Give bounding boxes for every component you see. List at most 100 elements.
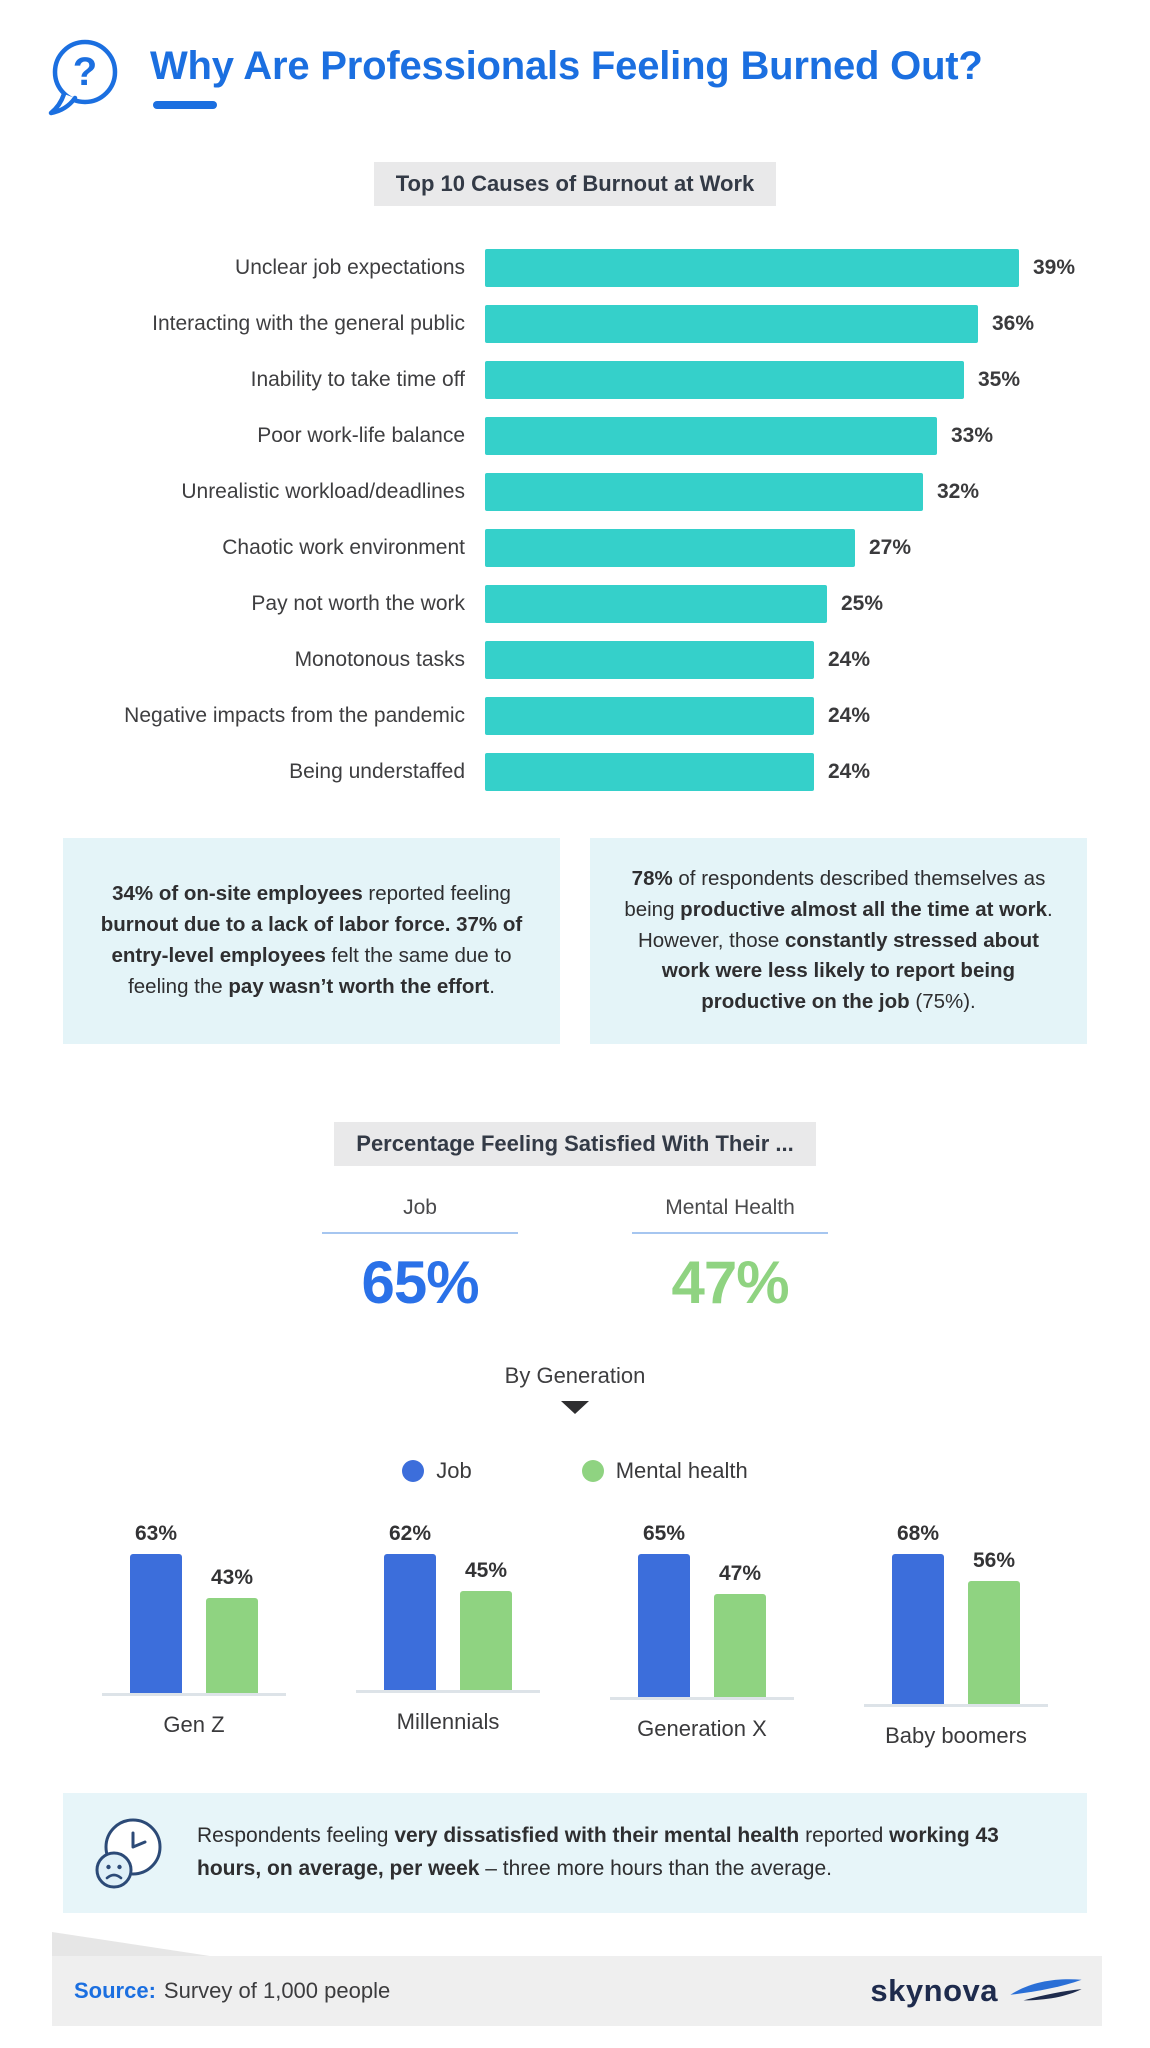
by-generation-label: By Generation (504, 1362, 646, 1388)
stat-mental-health: Mental Health 47% (605, 1196, 855, 1317)
stat-job: Job 65% (295, 1196, 545, 1317)
bar-value-label: 39% (1033, 256, 1076, 279)
bar-category-label: Monotonous tasks (294, 648, 465, 671)
bold-text: very dissatisfied with their mental heal… (394, 1824, 800, 1848)
legend-item-mental-health: Mental health (581, 1457, 748, 1484)
bar-category-label: Poor work-life balance (257, 424, 465, 447)
bar-row: Poor work-life balance 33% (0, 408, 1150, 464)
bar-category-label: Baby boomers (885, 1722, 1027, 1748)
bar (968, 1580, 1020, 1704)
sad-clock-icon (95, 1818, 162, 1889)
brand-name: skynova (870, 1973, 998, 2008)
text: (75%). (909, 990, 976, 1013)
callouts: 34% of on-site employees reported feelin… (63, 838, 1087, 1044)
bar (485, 697, 814, 735)
bar-track: 24% (485, 753, 1150, 791)
bar-row: Pay not worth the work 25% (0, 576, 1150, 632)
bar-row: Being understaffed 24% (0, 744, 1150, 800)
callout-text: 34% of on-site employees reported feelin… (95, 879, 528, 1002)
text: reported feeling (362, 882, 511, 906)
down-triangle-icon (561, 1400, 589, 1414)
title-accent-bar (153, 101, 217, 109)
bar-column: 43% (206, 1566, 258, 1693)
bold-text: 78% (631, 867, 673, 890)
legend-item-job: Job (402, 1457, 472, 1484)
bar-column: 68% (892, 1522, 944, 1704)
bar-category-label: Generation X (637, 1715, 767, 1741)
bold-text: pay wasn’t worth the effort (228, 974, 490, 998)
bar-value-label: 24% (828, 648, 871, 671)
bar (460, 1590, 512, 1690)
bar-track: 32% (485, 473, 1150, 511)
bar-track: 39% (485, 249, 1150, 287)
hours-note-text: Respondents feeling very dissatisfied wi… (197, 1820, 1053, 1885)
satisfaction-stats: Job 65% Mental Health 47% (0, 1196, 1150, 1317)
generation-bars: 63% 43% (102, 1522, 286, 1696)
bar (485, 585, 827, 623)
bar-value-label: 24% (828, 704, 871, 727)
bar-column: 47% (714, 1562, 766, 1697)
page-title: Why Are Professionals Feeling Burned Out… (150, 44, 983, 88)
bar (892, 1553, 944, 1704)
callout-productivity: 78% of respondents described themselves … (590, 838, 1087, 1044)
text: of respondents described themselves as b… (624, 867, 1046, 921)
stat-value: 65% (361, 1248, 479, 1316)
text: Respondents feeling (197, 1824, 395, 1848)
bar-track: 35% (485, 361, 1150, 399)
bar-value-label: 24% (828, 760, 871, 783)
bar (485, 249, 1019, 287)
bar-category-label: Unrealistic workload/deadlines (181, 480, 465, 503)
generation-chart: 63% 43% Gen Z 62% 45% Millennials 65% 47% Genera… (80, 1522, 1070, 1749)
bar (485, 753, 814, 791)
bar-category-label: Chaotic work environment (222, 536, 465, 559)
hours-note: Respondents feeling very dissatisfied wi… (63, 1792, 1087, 1913)
bar-value-label: 68% (896, 1521, 940, 1545)
generation-group: 62% 45% Millennials (334, 1522, 562, 1749)
burnout-bars: Unclear job expectations 39% Interacting w… (0, 240, 1150, 800)
generation-group: 65% 47% Generation X (588, 1522, 816, 1749)
text: – three more hours than the average. (479, 1856, 833, 1880)
bar-value-label: 35% (978, 368, 1021, 391)
bar (485, 361, 964, 399)
bar-value-label: 62% (388, 1521, 432, 1545)
bar (384, 1553, 436, 1690)
burnout-chip-row: Top 10 Causes of Burnout at Work (0, 162, 1150, 206)
bar-row: Monotonous tasks 24% (0, 632, 1150, 688)
source-line: Source: Survey of 1,000 people (74, 1978, 390, 2004)
bar-column: 63% (130, 1522, 182, 1693)
title-block: Why Are Professionals Feeling Burned Out… (150, 34, 983, 109)
legend-label: Job (436, 1457, 472, 1483)
bar-category-label: Millennials (396, 1708, 500, 1734)
source-text: Survey of 1,000 people (163, 1978, 391, 2003)
bar-column: 65% (638, 1522, 690, 1697)
satisfaction-chart-title: Percentage Feeling Satisfied With Their … (334, 1121, 816, 1166)
bold-text: burnout due to a lack of labor force. 37… (100, 913, 523, 967)
bar-row: Negative impacts from the pandemic 24% (0, 688, 1150, 744)
bar-column: 56% (968, 1549, 1020, 1704)
stat-underline (322, 1231, 518, 1234)
bar-value-label: 32% (937, 480, 980, 503)
bar-category-label: Interacting with the general public (152, 312, 465, 335)
question-glyph: ? (73, 50, 97, 94)
bold-text: 34% of on-site employees (112, 882, 363, 906)
bar-category-label: Gen Z (163, 1711, 225, 1737)
source-label: Source: (74, 1978, 156, 2003)
bar-value-label: 33% (951, 424, 994, 447)
bar (485, 417, 937, 455)
bar-track: 36% (485, 305, 1150, 343)
bar-row: Unrealistic workload/deadlines 32% (0, 464, 1150, 520)
text: reported (799, 1824, 890, 1848)
bar-category-label: Pay not worth the work (251, 592, 465, 615)
mental-health-legend-dot-icon (581, 1459, 604, 1482)
bar (485, 529, 855, 567)
bar-row: Inability to take time off 35% (0, 352, 1150, 408)
bar-category-label: Being understaffed (289, 760, 465, 783)
skynova-swoosh-icon (1010, 1979, 1082, 2001)
bar (485, 641, 814, 679)
bar-category-label: Negative impacts from the pandemic (124, 704, 465, 727)
bar-value-label: 43% (210, 1565, 254, 1589)
header: ? Why Are Professionals Feeling Burned O… (0, 0, 1150, 118)
legend-label: Mental health (615, 1457, 748, 1483)
bar-value-label: 56% (972, 1548, 1016, 1572)
